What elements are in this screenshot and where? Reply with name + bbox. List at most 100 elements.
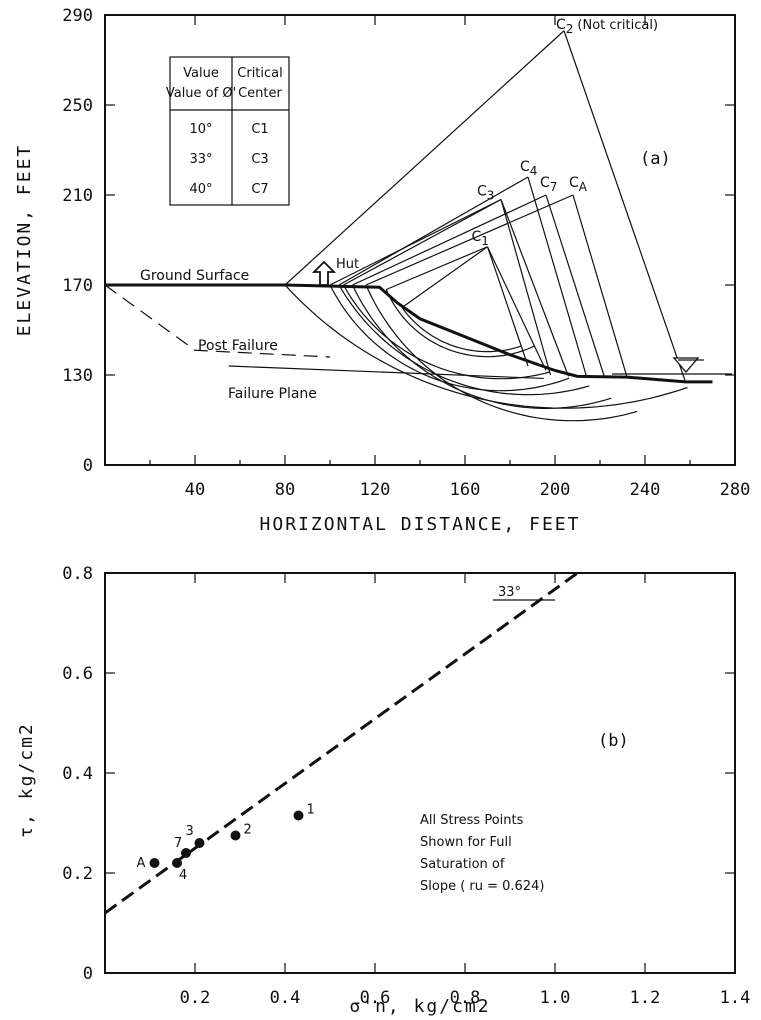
stress-point-label: A	[137, 856, 146, 871]
critical-center-table: Value Value of Ø' Critical Center 10° C1…	[166, 56, 290, 206]
y-tick-label: 0.6	[62, 664, 93, 684]
center-label: C7	[540, 175, 557, 194]
annotation-line: Shown for Full	[420, 835, 512, 850]
table-cell: C3	[251, 152, 268, 167]
radius-line	[352, 194, 547, 286]
table-border	[169, 56, 290, 206]
radius-line	[545, 194, 606, 378]
y-tick-label: 210	[62, 186, 93, 206]
y-tick-label: 0	[83, 456, 93, 476]
radius-line	[486, 246, 547, 371]
center-label: C1	[472, 229, 489, 248]
post-failure-label: Post Failure	[198, 338, 278, 354]
hut-arrow-icon	[311, 260, 337, 286]
stress-point	[230, 830, 241, 841]
x-tick-label: 40	[185, 480, 205, 500]
hut-marker: Hut	[311, 257, 359, 286]
x-tick-label: 80	[275, 480, 295, 500]
panel-b-stress-plot: 0.2 0.4 0.6 0.8 1.0 1.2 1.4 0 0.2 0.4 0.6 0.8 σ'n,…	[16, 564, 750, 1017]
panel-a-ticks	[105, 14, 736, 466]
ground-profile-line	[105, 283, 713, 384]
x-tick-label: 1.0	[540, 988, 571, 1008]
panel-b-frame	[104, 572, 736, 974]
radius-line	[563, 30, 687, 383]
failure-plane-line	[228, 365, 544, 380]
stress-point-label: 1	[307, 803, 315, 818]
stress-point-label: 2	[244, 823, 252, 838]
stress-point-label: 3	[186, 824, 194, 839]
slip-circle-arc	[365, 284, 638, 422]
stress-point-label: 4	[179, 868, 187, 883]
x-tick-label: 160	[450, 480, 481, 500]
panel-b-points: A 4 73 2 1	[137, 803, 315, 884]
y-tick-label: 290	[62, 6, 93, 26]
y-tick-label: 0	[83, 964, 93, 984]
y-tick-label: 0.4	[62, 764, 93, 784]
x-tick-label: 1.2	[630, 988, 661, 1008]
panel-b-x-tick-labels: 0.2 0.4 0.6 0.8 1.0 1.2 1.4	[180, 988, 751, 1008]
panel-a-center-labels: C2 (Not critical) C4 C3 C7 CA C1	[472, 17, 659, 248]
radius-line	[486, 246, 529, 367]
water-table-icon	[672, 357, 700, 373]
x-tick-label: 0.2	[180, 988, 211, 1008]
table-header-value: Value	[183, 66, 219, 81]
annotation-line: Saturation of	[420, 857, 505, 872]
y-tick-label: 170	[62, 276, 93, 296]
stress-point	[293, 810, 304, 821]
failure-plane-label: Failure Plane	[228, 386, 317, 402]
radius-line	[343, 198, 502, 286]
ground-surface-label: Ground Surface	[140, 268, 249, 284]
center-label: C4	[520, 159, 537, 178]
slip-circle-arc	[329, 284, 570, 392]
table-cell: 40°	[189, 182, 212, 197]
panel-a-slope-section: 40 80 120 160 200 240 280 0 130 170 210 250 290 HOR…	[14, 6, 750, 535]
panel-a-y-tick-labels: 0 130 170 210 250 290	[62, 6, 93, 476]
radius-line	[338, 176, 529, 286]
annotation-line: All Stress Points	[420, 813, 524, 828]
slip-circle-arc	[342, 284, 550, 380]
water-table-marker	[612, 357, 732, 375]
panel-b-label: (b)	[598, 731, 629, 751]
x-tick-label: 1.4	[720, 988, 751, 1008]
y-tick-label: 130	[62, 366, 93, 386]
radius-line	[386, 246, 488, 291]
radius-line	[329, 198, 502, 286]
panel-b-x-axis-title: σ'n, kg/cm2	[349, 996, 490, 1017]
radius-line	[500, 199, 570, 377]
stress-point-label: 7	[174, 836, 182, 851]
panel-a-y-axis-title: ELEVATION, FEET	[14, 144, 35, 337]
panel-a-x-axis-title: HORIZONTAL DISTANCE, FEET	[260, 514, 581, 535]
panel-a-label: (a)	[640, 149, 671, 169]
slip-circle-arc	[385, 289, 535, 358]
center-label: CA	[569, 175, 588, 194]
y-tick-label: 0.8	[62, 564, 93, 584]
stress-point	[194, 838, 205, 848]
post-failure-line	[104, 284, 331, 358]
slip-circle-arc	[401, 307, 522, 353]
x-tick-label: 240	[630, 480, 661, 500]
panel-a-x-tick-labels: 40 80 120 160 200 240 280	[185, 480, 751, 500]
table-header-center: Center	[238, 86, 282, 101]
radius-line	[365, 194, 574, 286]
table-cell: 10°	[189, 122, 212, 137]
panel-b-ticks	[105, 572, 736, 974]
envelope-angle-label: 33°	[498, 585, 521, 600]
table-cell: 33°	[189, 152, 212, 167]
radius-line	[284, 30, 565, 286]
stress-point	[149, 858, 160, 868]
radius-line	[572, 194, 628, 378]
annotation-line: Slope ( ru = 0.624)	[420, 879, 544, 894]
x-tick-label: 0.6	[360, 988, 391, 1008]
saturation-annotation: All Stress Points Shown for Full Saturat…	[420, 813, 544, 894]
x-tick-label: 200	[540, 480, 571, 500]
x-tick-label: 120	[360, 480, 391, 500]
center-label: C3	[477, 184, 494, 203]
table-cell: C7	[251, 182, 268, 197]
table-header-phi: Value of Ø'	[166, 86, 236, 101]
y-tick-label: 250	[62, 96, 93, 116]
x-tick-label: 280	[720, 480, 751, 500]
stress-point	[172, 858, 182, 868]
panel-b-y-axis-title: τ, kg/cm2	[16, 722, 37, 838]
radius-line	[401, 246, 488, 308]
